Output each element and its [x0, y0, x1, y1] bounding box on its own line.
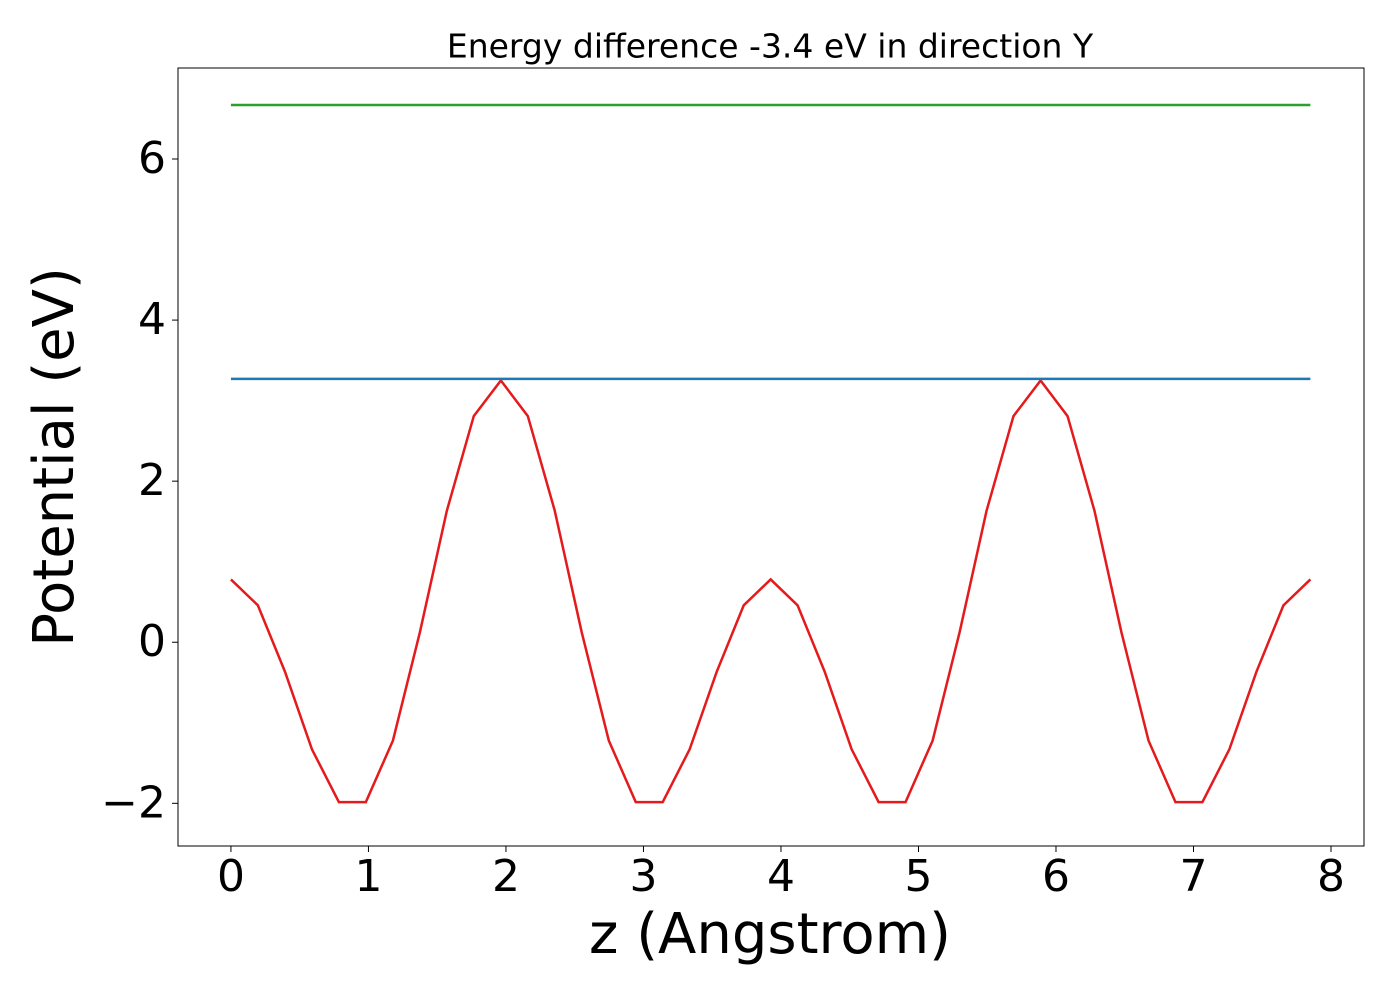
- x-tick-label: 8: [1317, 851, 1345, 902]
- y-axis-label: Potential (eV): [22, 267, 87, 647]
- y-tick-label: 4: [138, 294, 166, 345]
- x-axis-label: z (Angstrom): [589, 902, 951, 967]
- line-series: [230, 378, 1312, 804]
- y-tick-label: 2: [138, 455, 166, 506]
- x-tick-label: 1: [354, 851, 382, 902]
- x-tick-label: 0: [217, 851, 245, 902]
- y-tick-label: −2: [101, 777, 166, 828]
- x-tick-label: 4: [767, 851, 795, 902]
- x-tick-label: 6: [1042, 851, 1070, 902]
- x-tick-label: 3: [629, 851, 657, 902]
- chart-title: Energy difference -3.4 eV in direction Y: [447, 27, 1094, 66]
- x-tick-label: 2: [492, 851, 520, 902]
- plot-frame: [177, 67, 1365, 847]
- x-tick-label: 5: [904, 851, 932, 902]
- x-tick-label: 7: [1179, 851, 1207, 902]
- y-tick-label: 0: [138, 616, 166, 667]
- y-tick-label: 6: [138, 133, 166, 184]
